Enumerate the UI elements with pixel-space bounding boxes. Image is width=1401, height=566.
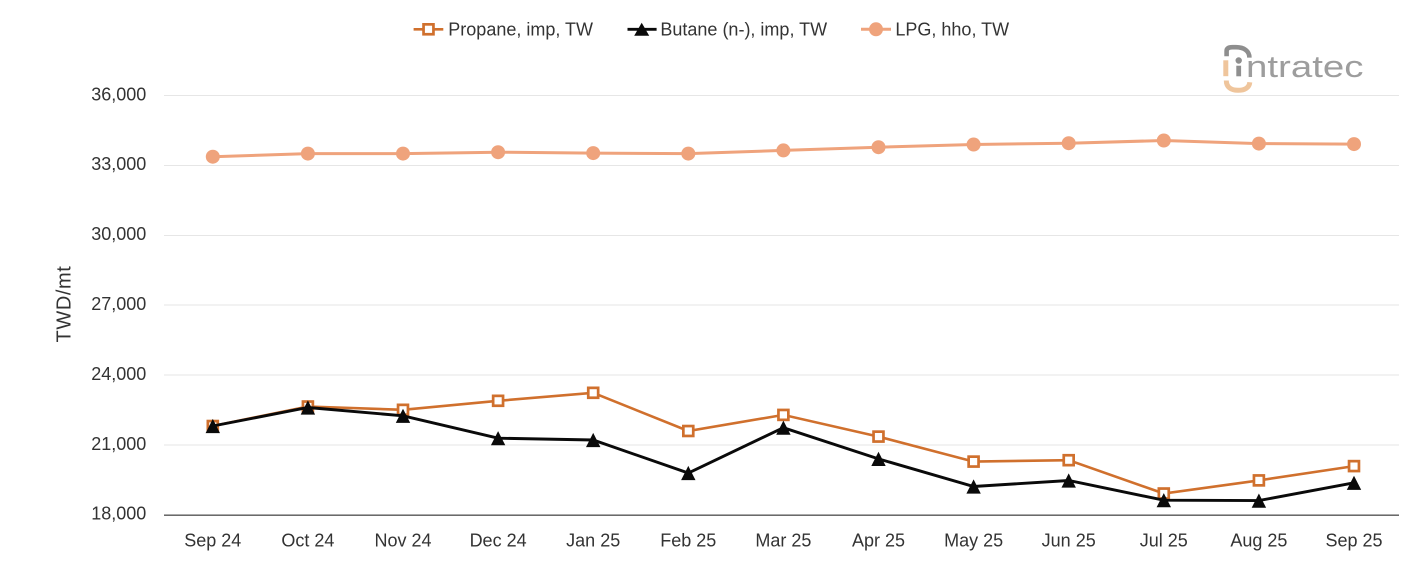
svg-text:LPG, hho, TW: LPG, hho, TW <box>895 19 1009 39</box>
svg-text:Sep 24: Sep 24 <box>184 530 241 550</box>
svg-text:Feb 25: Feb 25 <box>660 530 716 550</box>
svg-text:30,000: 30,000 <box>91 224 146 244</box>
svg-text:Jul 25: Jul 25 <box>1140 530 1188 550</box>
svg-text:May 25: May 25 <box>944 530 1003 550</box>
svg-text:Nov 24: Nov 24 <box>374 530 431 550</box>
svg-text:TWD/mt: TWD/mt <box>54 266 76 343</box>
svg-text:Aug 25: Aug 25 <box>1230 530 1287 550</box>
svg-text:21,000: 21,000 <box>91 434 146 454</box>
svg-text:Jan 25: Jan 25 <box>566 530 620 550</box>
svg-text:Oct 24: Oct 24 <box>281 530 334 550</box>
svg-text:27,000: 27,000 <box>91 294 146 314</box>
svg-text:Butane (n-), imp, TW: Butane (n-), imp, TW <box>660 19 827 39</box>
svg-text:18,000: 18,000 <box>91 503 146 523</box>
svg-text:Dec 24: Dec 24 <box>470 530 527 550</box>
svg-text:36,000: 36,000 <box>91 84 146 104</box>
svg-text:ntratec: ntratec <box>1246 49 1364 84</box>
svg-text:Jun 25: Jun 25 <box>1042 530 1096 550</box>
svg-text:Sep 25: Sep 25 <box>1325 530 1382 550</box>
svg-text:24,000: 24,000 <box>91 364 146 384</box>
svg-text:Propane, imp, TW: Propane, imp, TW <box>448 19 593 39</box>
svg-text:33,000: 33,000 <box>91 154 146 174</box>
svg-text:Mar 25: Mar 25 <box>755 530 811 550</box>
svg-text:Apr 25: Apr 25 <box>852 530 905 550</box>
